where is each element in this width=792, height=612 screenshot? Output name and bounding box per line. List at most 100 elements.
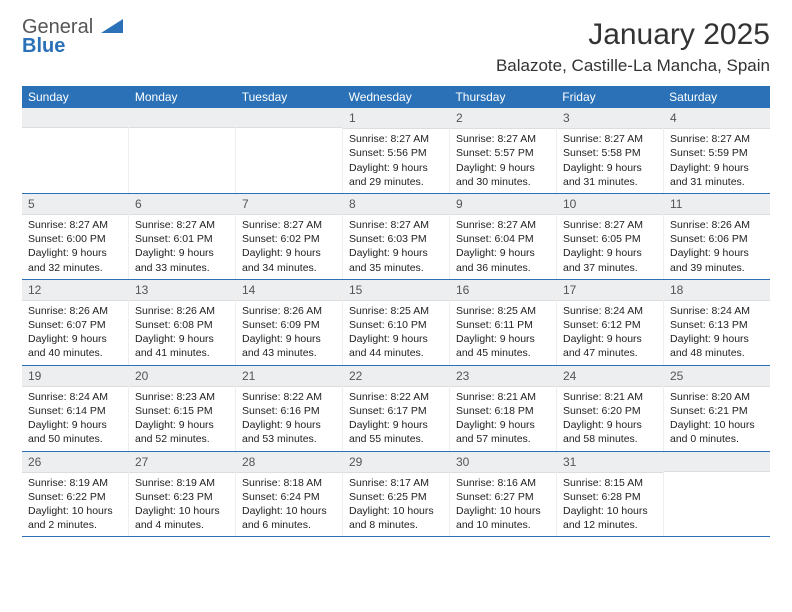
week-row: 19Sunrise: 8:24 AMSunset: 6:14 PMDayligh… [22, 366, 770, 452]
day-number: 22 [343, 366, 449, 387]
sunset-value: 5:57 PM [495, 147, 534, 159]
day-body: Sunrise: 8:21 AMSunset: 6:20 PMDaylight:… [557, 387, 663, 451]
sunrise-value: 8:23 AM [176, 391, 215, 403]
day-number: 21 [236, 366, 342, 387]
day-cell [129, 108, 236, 193]
sunset-value: 6:16 PM [281, 405, 320, 417]
sunrise-value: 8:27 AM [69, 219, 108, 231]
day-number: 16 [450, 280, 556, 301]
daylight-label: Daylight: [28, 419, 72, 431]
sunrise-label: Sunrise: [670, 133, 711, 145]
day-number: 3 [557, 108, 663, 129]
week-row: 5Sunrise: 8:27 AMSunset: 6:00 PMDaylight… [22, 194, 770, 280]
daylight-label: Daylight: [456, 505, 500, 517]
sunset-label: Sunset: [349, 405, 388, 417]
sunset-value: 6:24 PM [281, 491, 320, 503]
day-body: Sunrise: 8:27 AMSunset: 6:05 PMDaylight:… [557, 215, 663, 279]
sunset-value: 6:12 PM [602, 319, 641, 331]
week-row: 26Sunrise: 8:19 AMSunset: 6:22 PMDayligh… [22, 452, 770, 538]
daylight-label: Daylight: [135, 247, 179, 259]
day-header-row: SundayMondayTuesdayWednesdayThursdayFrid… [22, 86, 770, 108]
sunset-label: Sunset: [135, 491, 174, 503]
day-body: Sunrise: 8:19 AMSunset: 6:22 PMDaylight:… [22, 473, 128, 537]
sunrise-label: Sunrise: [349, 391, 390, 403]
sunset-label: Sunset: [670, 319, 709, 331]
sunrise-value: 8:26 AM [69, 305, 108, 317]
day-number: 28 [236, 452, 342, 473]
week-row: 12Sunrise: 8:26 AMSunset: 6:07 PMDayligh… [22, 280, 770, 366]
sunset-label: Sunset: [456, 319, 495, 331]
location: Balazote, Castille-La Mancha, Spain [496, 56, 770, 76]
day-header: Sunday [22, 86, 129, 108]
sunrise-label: Sunrise: [563, 219, 604, 231]
sunset-label: Sunset: [242, 233, 281, 245]
day-cell: 13Sunrise: 8:26 AMSunset: 6:08 PMDayligh… [129, 280, 236, 365]
sunrise-label: Sunrise: [349, 477, 390, 489]
sunrise-label: Sunrise: [563, 477, 604, 489]
day-number: 18 [664, 280, 770, 301]
sunrise-value: 8:17 AM [390, 477, 429, 489]
day-body: Sunrise: 8:25 AMSunset: 6:10 PMDaylight:… [343, 301, 449, 365]
daylight-label: Daylight: [349, 162, 393, 174]
day-body: Sunrise: 8:27 AMSunset: 6:04 PMDaylight:… [450, 215, 556, 279]
logo-triangle-icon [101, 18, 123, 37]
daylight-label: Daylight: [28, 505, 72, 517]
logo: General Blue [22, 18, 123, 56]
sunset-label: Sunset: [349, 147, 388, 159]
sunrise-label: Sunrise: [456, 219, 497, 231]
daylight-label: Daylight: [670, 162, 714, 174]
sunset-label: Sunset: [28, 405, 67, 417]
sunset-value: 6:21 PM [709, 405, 748, 417]
empty-day [129, 108, 235, 128]
daylight-label: Daylight: [242, 419, 286, 431]
sunset-label: Sunset: [349, 491, 388, 503]
day-number: 23 [450, 366, 556, 387]
sunset-value: 6:11 PM [495, 319, 533, 331]
sunset-label: Sunset: [456, 233, 495, 245]
day-body: Sunrise: 8:26 AMSunset: 6:09 PMDaylight:… [236, 301, 342, 365]
day-body: Sunrise: 8:24 AMSunset: 6:12 PMDaylight:… [557, 301, 663, 365]
day-body: Sunrise: 8:27 AMSunset: 6:00 PMDaylight:… [22, 215, 128, 279]
sunrise-label: Sunrise: [670, 305, 711, 317]
sunset-label: Sunset: [349, 319, 388, 331]
day-number: 27 [129, 452, 235, 473]
sunrise-value: 8:27 AM [604, 133, 643, 145]
day-body: Sunrise: 8:27 AMSunset: 5:57 PMDaylight:… [450, 129, 556, 193]
day-body: Sunrise: 8:16 AMSunset: 6:27 PMDaylight:… [450, 473, 556, 537]
sunset-label: Sunset: [135, 405, 174, 417]
day-cell: 2Sunrise: 8:27 AMSunset: 5:57 PMDaylight… [450, 108, 557, 193]
sunset-label: Sunset: [670, 147, 709, 159]
day-header: Saturday [663, 86, 770, 108]
sunset-label: Sunset: [28, 491, 67, 503]
day-number: 2 [450, 108, 556, 129]
day-cell: 1Sunrise: 8:27 AMSunset: 5:56 PMDaylight… [343, 108, 450, 193]
day-cell: 30Sunrise: 8:16 AMSunset: 6:27 PMDayligh… [450, 452, 557, 537]
sunset-label: Sunset: [670, 233, 709, 245]
sunset-value: 5:58 PM [602, 147, 641, 159]
sunset-value: 6:04 PM [495, 233, 534, 245]
calendar: SundayMondayTuesdayWednesdayThursdayFrid… [22, 86, 770, 537]
day-number: 25 [664, 366, 770, 387]
day-header: Monday [129, 86, 236, 108]
day-header: Tuesday [236, 86, 343, 108]
week-row: 1Sunrise: 8:27 AMSunset: 5:56 PMDaylight… [22, 108, 770, 194]
sunrise-value: 8:25 AM [390, 305, 429, 317]
daylight-label: Daylight: [135, 505, 179, 517]
daylight-label: Daylight: [349, 333, 393, 345]
day-cell: 27Sunrise: 8:19 AMSunset: 6:23 PMDayligh… [129, 452, 236, 537]
sunset-value: 6:09 PM [281, 319, 320, 331]
sunrise-value: 8:22 AM [390, 391, 429, 403]
sunrise-label: Sunrise: [456, 477, 497, 489]
sunset-label: Sunset: [135, 233, 174, 245]
day-body: Sunrise: 8:27 AMSunset: 6:01 PMDaylight:… [129, 215, 235, 279]
day-cell: 3Sunrise: 8:27 AMSunset: 5:58 PMDaylight… [557, 108, 664, 193]
sunset-value: 5:56 PM [388, 147, 427, 159]
sunrise-label: Sunrise: [670, 219, 711, 231]
day-body: Sunrise: 8:27 AMSunset: 5:59 PMDaylight:… [664, 129, 770, 193]
day-number: 9 [450, 194, 556, 215]
sunset-value: 6:08 PM [174, 319, 213, 331]
sunrise-label: Sunrise: [28, 391, 69, 403]
sunrise-label: Sunrise: [349, 219, 390, 231]
day-number: 30 [450, 452, 556, 473]
sunrise-label: Sunrise: [349, 133, 390, 145]
